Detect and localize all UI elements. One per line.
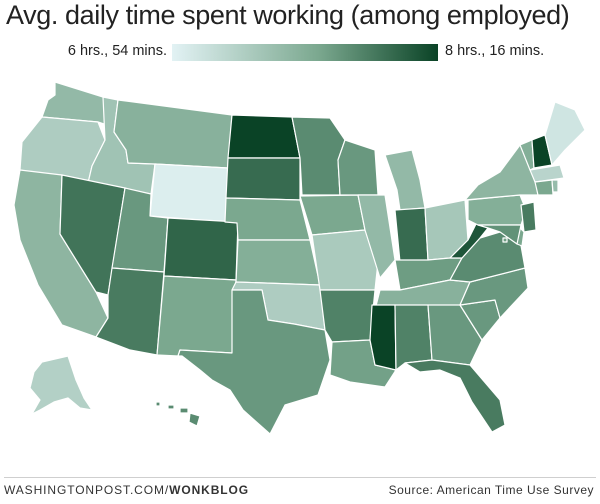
state-ne [224, 197, 311, 241]
state-nd [227, 114, 301, 159]
state-co [163, 217, 239, 281]
state-ri [551, 179, 559, 193]
state-tx [177, 289, 331, 435]
state-mi [384, 149, 426, 211]
footer-credit: WASHINGTONPOST.COM/WONKBLOG [4, 483, 249, 497]
state-mt [113, 99, 233, 169]
state-in [394, 207, 429, 263]
state-sd [225, 157, 301, 201]
footer-divider [4, 477, 596, 478]
color-legend: 6 hrs., 54 mins. 8 hrs., 16 mins. [0, 40, 600, 64]
legend-min-label: 6 hrs., 54 mins. [67, 43, 167, 59]
legend-gradient-bar [172, 44, 438, 61]
state-ma [529, 164, 565, 183]
source-note: Source: American Time Use Survey [388, 483, 594, 497]
state-dc [502, 237, 508, 243]
state-wy [149, 163, 229, 223]
map-canvas [13, 81, 586, 435]
state-ar [319, 289, 376, 343]
state-ak [29, 355, 93, 415]
legend-max-label: 8 hrs., 16 mins. [445, 43, 545, 59]
state-me [544, 101, 586, 166]
state-nj [520, 201, 537, 233]
state-wi [337, 139, 379, 196]
state-ms [369, 304, 397, 371]
state-fl [404, 359, 506, 433]
state-ct [534, 179, 554, 196]
footer-section: WONKBLOG [169, 483, 249, 497]
state-ia [299, 194, 366, 236]
state-shapes [13, 81, 586, 435]
state-il [357, 194, 396, 279]
state-mo [311, 229, 379, 291]
state-ga [427, 304, 483, 366]
us-state-map [0, 68, 600, 473]
state-ks [235, 239, 321, 286]
state-nm [156, 275, 237, 357]
page-title: Avg. daily time spent working (among emp… [6, 0, 570, 30]
footer-site: WASHINGTONPOST.COM/ [4, 483, 170, 497]
state-hi [155, 401, 201, 427]
state-md [477, 224, 522, 245]
